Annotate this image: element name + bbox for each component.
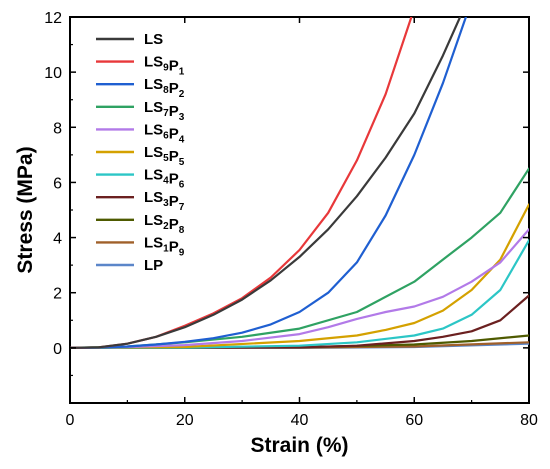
y-axis-title: Stress (MPa) (14, 146, 37, 273)
legend-item-ls4p6: LS4P6 (96, 167, 185, 191)
legend-item-ls7p3: LS7P3 (96, 99, 185, 123)
series-layer (70, 17, 529, 349)
axis-layer: 0 20 40 60 80 0 2 4 6 8 10 12 (44, 10, 538, 429)
y-tick-label: 0 (53, 341, 62, 358)
legend-label: LS7P3 (144, 99, 185, 123)
legend-item-lp: LP (96, 257, 163, 274)
legend-item-ls: LS (96, 31, 163, 48)
x-tick-label: 60 (405, 412, 423, 429)
legend-label: LS4P6 (144, 167, 185, 191)
legend: LS LS9P1LS8P2LS7P3LS6P4LS5P5LS4P6LS3P7LS2… (96, 31, 185, 274)
legend-label: LS5P5 (144, 144, 185, 168)
series-line-ls8p2 (70, 17, 467, 349)
series-line-ls6p4 (70, 228, 529, 349)
x-tick-label: 0 (66, 412, 75, 429)
y-tick-label: 8 (53, 120, 62, 137)
legend-label: LS2P8 (144, 212, 185, 236)
legend-label: LS3P7 (144, 189, 185, 213)
legend-label: LS1P9 (144, 234, 185, 258)
series-line-ls5p5 (70, 203, 529, 349)
x-axis-title: Strain (%) (250, 434, 348, 457)
series-line-ls (70, 17, 462, 349)
x-tick-label: 20 (176, 412, 194, 429)
legend-label: LP (144, 257, 163, 274)
y-tick-label: 12 (44, 10, 62, 27)
legend-item-ls5p5: LS5P5 (96, 144, 185, 168)
series-line-ls9p1 (70, 17, 413, 349)
legend-item-ls1p9: LS1P9 (96, 234, 185, 258)
legend-item-ls8p2: LS8P2 (96, 76, 185, 100)
legend-item-ls9p1: LS9P1 (96, 54, 185, 78)
legend-label: LS8P2 (144, 76, 185, 100)
legend-label: LS6P4 (144, 121, 185, 145)
legend-label: LS9P1 (144, 54, 185, 78)
legend-item-ls2p8: LS2P8 (96, 212, 185, 236)
x-tick-label: 40 (291, 412, 309, 429)
legend-label: LS (144, 31, 163, 48)
series-line-ls4p6 (70, 239, 529, 349)
legend-item-ls3p7: LS3P7 (96, 189, 185, 213)
series-line-ls3p7 (70, 294, 529, 349)
y-tick-label: 10 (44, 65, 62, 82)
y-tick-label: 4 (53, 231, 62, 248)
legend-item-ls6p4: LS6P4 (96, 121, 185, 145)
y-tick-label: 6 (53, 175, 62, 192)
y-tick-label: 2 (53, 286, 62, 303)
x-tick-label: 80 (520, 412, 538, 429)
